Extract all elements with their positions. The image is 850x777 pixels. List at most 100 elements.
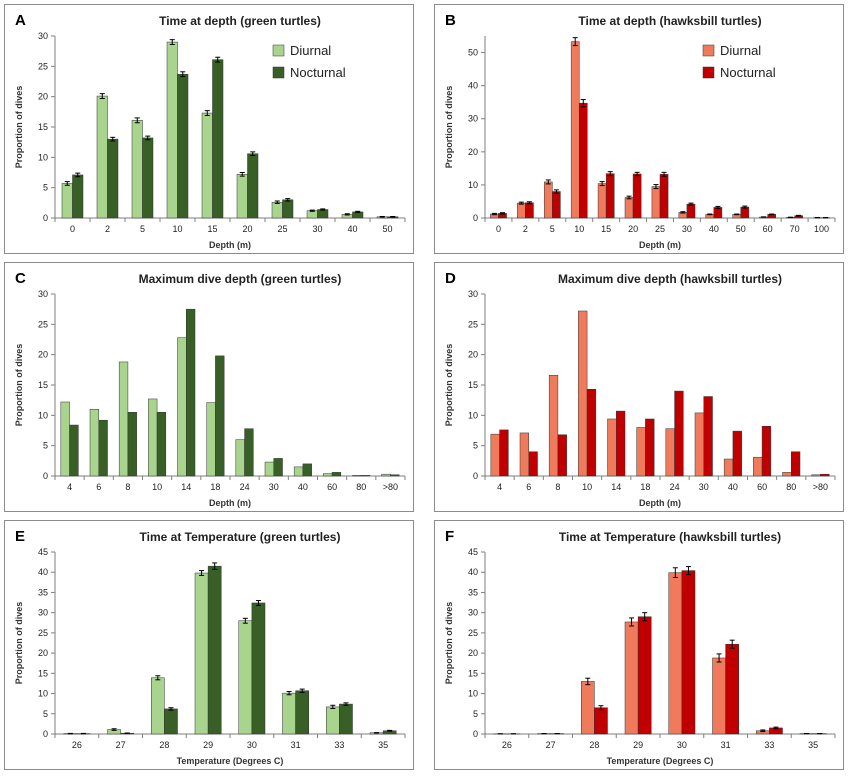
- panel-letter: B: [445, 12, 456, 29]
- x-tick-label: 80: [786, 482, 796, 492]
- x-axis-title: Depth (m): [209, 240, 251, 250]
- bar-nocturnal: [247, 153, 259, 219]
- y-tick-label: 35: [38, 587, 48, 597]
- chart-svg: C Maximum dive depth (green turtles) 0 5 10 1…: [14, 270, 406, 508]
- y-tick-label: 35: [468, 587, 478, 597]
- y-tick-label: 20: [38, 350, 48, 360]
- x-tick-label: 25: [655, 224, 665, 234]
- x-tick-label: 4: [497, 482, 502, 492]
- bar-nocturnal: [164, 708, 178, 735]
- bar-nocturnal: [586, 388, 597, 477]
- x-tick-label: 4: [67, 482, 72, 492]
- bar-nocturnal: [207, 565, 222, 735]
- y-tick-label: 10: [468, 180, 478, 190]
- bar-nocturnal: [72, 174, 84, 219]
- x-tick-label: 15: [207, 224, 217, 234]
- bar-nocturnal: [273, 458, 283, 477]
- bar-diurnal: [517, 202, 526, 219]
- x-tick-label: 30: [269, 482, 279, 492]
- x-tick-label: 100: [814, 224, 829, 234]
- y-tick-label: 30: [468, 608, 478, 618]
- y-tick-label: 45: [38, 547, 48, 557]
- bar-nocturnal: [302, 463, 312, 477]
- x-tick-label: 30: [312, 224, 322, 234]
- x-tick-label: 5: [140, 224, 145, 234]
- x-tick-label: 27: [116, 740, 126, 750]
- y-tick-label: 0: [43, 471, 48, 481]
- bar-diurnal: [177, 337, 187, 477]
- x-tick-label: 5: [550, 224, 555, 234]
- y-tick-label: 5: [43, 709, 48, 719]
- chart-svg: D Maximum dive depth (hawksbill turtles) 0…: [444, 270, 836, 508]
- bar-diurnal: [118, 361, 129, 477]
- bar-diurnal: [597, 183, 607, 219]
- y-tick-label: 25: [468, 319, 478, 329]
- bar-nocturnal: [791, 451, 801, 477]
- bar-diurnal: [381, 473, 391, 477]
- x-tick-label: 60: [757, 482, 767, 492]
- panel-letter: F: [445, 528, 454, 545]
- legend-swatch-diurnal: [702, 44, 715, 57]
- bar-diurnal: [326, 706, 340, 735]
- y-tick-label: 30: [468, 114, 478, 124]
- x-tick-label: 26: [72, 740, 82, 750]
- y-tick-label: 45: [468, 547, 478, 557]
- bar-diurnal: [548, 375, 559, 477]
- y-axis-title: Proportion of dives: [444, 602, 454, 685]
- y-tick-label: 10: [38, 689, 48, 699]
- x-tick-label: 30: [677, 740, 687, 750]
- chart-title: Time at Temperature (hawksbill turtles): [559, 530, 781, 544]
- x-tick-label: 8: [555, 482, 560, 492]
- bar-nocturnal: [616, 410, 626, 477]
- y-tick-label: 20: [38, 648, 48, 658]
- panel-letter: E: [15, 528, 25, 545]
- bar-nocturnal: [681, 570, 696, 735]
- bar-nocturnal: [761, 426, 772, 477]
- x-tick-label: 70: [790, 224, 800, 234]
- chart-svg: B Time at depth (hawksbill turtles)010203…: [444, 12, 836, 250]
- x-tick-label: 20: [628, 224, 638, 234]
- bar-nocturnal: [127, 412, 137, 477]
- x-tick-label: 0: [70, 224, 75, 234]
- y-tick-label: 0: [473, 471, 478, 481]
- legend-label-diurnal: Diurnal: [290, 43, 331, 58]
- x-tick-label: 24: [670, 482, 680, 492]
- bar-nocturnal: [215, 355, 225, 477]
- x-tick-label: 29: [203, 740, 213, 750]
- chart-title: Maximum dive depth (green turtles): [139, 272, 342, 286]
- x-tick-label: 33: [764, 740, 774, 750]
- y-tick-label: 30: [468, 289, 478, 299]
- bar-diurnal: [753, 456, 763, 477]
- x-tick-label: 30: [682, 224, 692, 234]
- y-axis-title: Proportion of dives: [14, 602, 24, 685]
- x-tick-label: 40: [347, 224, 357, 234]
- y-axis-title: Proportion of dives: [14, 86, 24, 169]
- x-tick-label: 24: [240, 482, 250, 492]
- legend-swatch-diurnal: [272, 44, 285, 57]
- bar-nocturnal: [557, 434, 567, 477]
- x-tick-label: 6: [526, 482, 531, 492]
- bar-nocturnal: [156, 412, 167, 477]
- x-axis-title: Temperature (Degrees C): [177, 756, 284, 766]
- bar-diurnal: [543, 181, 553, 219]
- y-tick-label: 5: [43, 183, 48, 193]
- x-tick-label: 50: [382, 224, 392, 234]
- bar-nocturnal: [361, 475, 371, 477]
- x-tick-label: 25: [277, 224, 287, 234]
- bar-nocturnal: [725, 643, 739, 735]
- bar-nocturnal: [732, 430, 742, 477]
- chart-panel-c: C Maximum dive depth (green turtles) 0 5 10 1…: [4, 262, 414, 512]
- y-tick-label: 20: [468, 648, 478, 658]
- bar-diurnal: [352, 475, 362, 477]
- bar-nocturnal: [251, 602, 266, 735]
- bar-nocturnal: [331, 472, 342, 477]
- chart-title: Time at depth (hawksbill turtles): [578, 14, 761, 28]
- x-tick-label: 6: [96, 482, 101, 492]
- y-axis-title: Proportion of dives: [444, 86, 454, 169]
- x-tick-label: 60: [327, 482, 337, 492]
- bar-nocturnal: [637, 616, 652, 735]
- bar-diurnal: [271, 201, 283, 219]
- bar-diurnal: [293, 466, 304, 477]
- bar-diurnal: [151, 677, 165, 735]
- bar-diurnal: [61, 183, 73, 219]
